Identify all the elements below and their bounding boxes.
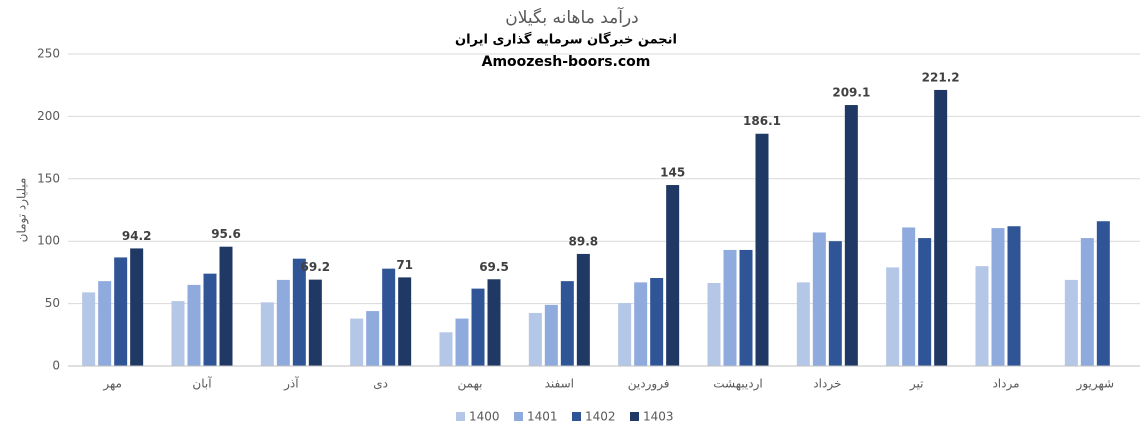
bar bbox=[439, 332, 453, 366]
data-label: 69.2 bbox=[301, 260, 331, 274]
legend-label: 1401 bbox=[527, 410, 558, 424]
bar bbox=[934, 89, 948, 367]
bar bbox=[576, 253, 590, 366]
data-label: 209.1 bbox=[832, 86, 870, 100]
data-label: 94.2 bbox=[122, 229, 152, 243]
bar bbox=[308, 279, 322, 366]
bar bbox=[528, 312, 542, 366]
bar bbox=[1080, 238, 1094, 366]
annotation: Amoozesh-boors.com bbox=[482, 54, 651, 70]
bar bbox=[1007, 226, 1021, 366]
bar bbox=[812, 232, 826, 366]
data-label: 69.5 bbox=[479, 260, 509, 274]
y-tick-label: 200 bbox=[37, 109, 60, 123]
data-label: 71 bbox=[396, 258, 413, 272]
bar bbox=[350, 318, 364, 366]
bar bbox=[82, 292, 96, 366]
bar bbox=[796, 282, 810, 366]
legend-swatch bbox=[630, 412, 639, 421]
bar bbox=[975, 266, 989, 366]
x-tick-label: دی bbox=[373, 377, 388, 391]
bar bbox=[276, 279, 290, 366]
x-tick-label: اسفند bbox=[545, 377, 574, 391]
chart-subtitle: انجمن خبرگان سرمایه گذاری ایران bbox=[455, 32, 677, 48]
bar bbox=[618, 302, 632, 366]
legend-swatch bbox=[514, 412, 523, 421]
bar bbox=[707, 283, 721, 366]
bar bbox=[844, 105, 858, 366]
data-label: 145 bbox=[660, 166, 685, 180]
bar bbox=[650, 278, 664, 366]
x-tick-label: شهریور bbox=[1076, 377, 1115, 392]
legend-label: 1402 bbox=[585, 410, 616, 424]
bar bbox=[560, 281, 574, 366]
bar bbox=[991, 228, 1005, 366]
bar bbox=[203, 273, 217, 366]
x-tick-label: فروردین bbox=[628, 377, 670, 392]
x-tick-label: مرداد bbox=[992, 377, 1019, 392]
legend-label: 1400 bbox=[469, 410, 500, 424]
bar bbox=[902, 227, 916, 366]
bar bbox=[544, 304, 558, 366]
bar bbox=[455, 318, 469, 366]
bar bbox=[634, 282, 648, 366]
chart-title: درآمد ماهانه بگیلان bbox=[505, 6, 639, 28]
y-tick-label: 0 bbox=[52, 359, 60, 373]
y-tick-label: 150 bbox=[37, 171, 60, 185]
x-tick-label: خرداد bbox=[813, 377, 841, 392]
bar bbox=[918, 238, 932, 366]
y-tick-label: 100 bbox=[37, 234, 60, 248]
y-tick-label: 250 bbox=[37, 47, 60, 61]
bar bbox=[366, 311, 380, 366]
x-tick-label: مهر bbox=[102, 377, 122, 392]
data-label: 221.2 bbox=[922, 70, 960, 84]
bar bbox=[828, 241, 842, 366]
y-tick-label: 50 bbox=[45, 296, 60, 310]
bar bbox=[382, 268, 396, 366]
bar bbox=[666, 185, 680, 366]
x-tick-label: آذر bbox=[283, 376, 299, 392]
x-tick-label: آبان bbox=[192, 376, 212, 391]
x-tick-label: اردیبهشت bbox=[713, 377, 762, 392]
bar bbox=[130, 248, 144, 366]
data-label: 89.8 bbox=[569, 234, 599, 248]
legend-swatch bbox=[456, 412, 465, 421]
bar bbox=[1064, 279, 1078, 366]
bar bbox=[171, 301, 185, 366]
bar bbox=[398, 277, 412, 366]
bar bbox=[886, 267, 900, 366]
bar bbox=[187, 284, 201, 366]
bar bbox=[260, 302, 274, 366]
bar bbox=[739, 249, 753, 366]
bar bbox=[292, 258, 306, 366]
x-tick-label: بهمن bbox=[458, 377, 483, 392]
bar bbox=[114, 257, 128, 366]
legend-swatch bbox=[572, 412, 581, 421]
bar bbox=[755, 133, 769, 366]
bar bbox=[219, 246, 233, 366]
legend-label: 1403 bbox=[643, 410, 674, 424]
bar bbox=[487, 279, 501, 366]
data-label: 95.6 bbox=[211, 227, 241, 241]
y-axis-label: میلیارد تومان bbox=[15, 178, 30, 243]
x-tick-label: تیر bbox=[909, 377, 924, 392]
data-label: 186.1 bbox=[743, 114, 781, 128]
bar bbox=[1096, 221, 1110, 366]
bar bbox=[98, 281, 112, 366]
bar bbox=[471, 288, 485, 366]
bar bbox=[723, 249, 737, 366]
